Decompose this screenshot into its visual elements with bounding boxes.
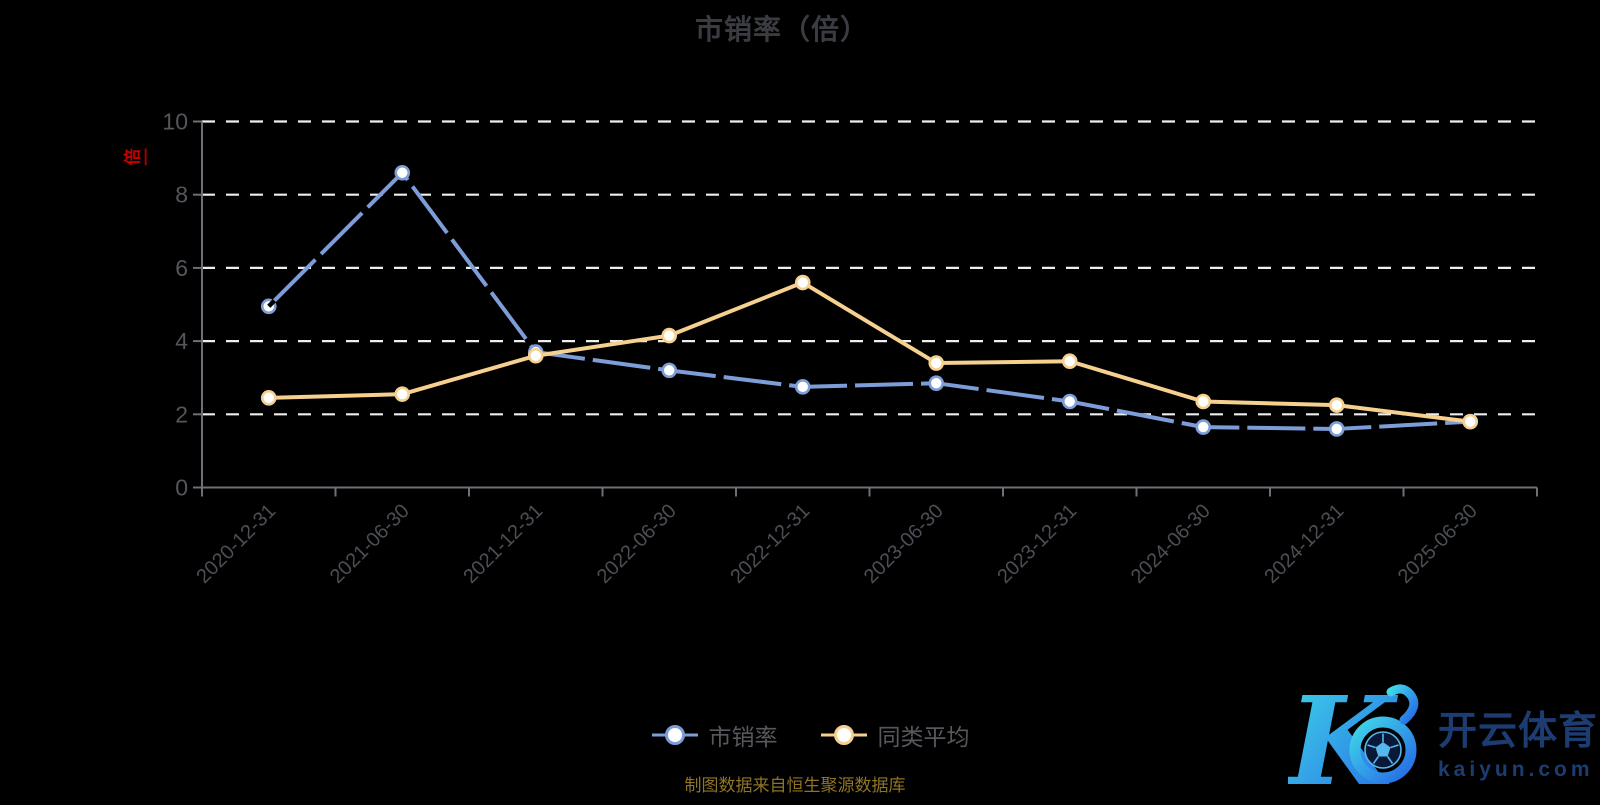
data-source-note: 制图数据来自恒生聚源数据库 (684, 776, 906, 795)
data-point-市销率-2022-06-30[interactable] (661, 362, 678, 379)
data-point-市销率-2024-12-31[interactable] (1328, 421, 1345, 437)
data-point-同类平均-2021-06-30[interactable] (394, 386, 411, 402)
logo-monogram-k: K (1285, 669, 1419, 805)
y-tick-label: 10 (162, 109, 188, 135)
series-line-dash-overlay (267, 169, 1471, 432)
chart-legend: 市销率 同类平均 (0, 718, 1600, 752)
x-axis-label: 2023-06-30 (860, 500, 948, 588)
data-point-同类平均-2023-12-31[interactable] (1061, 353, 1078, 370)
data-point-同类平均-2022-06-30[interactable] (661, 327, 678, 344)
logo-brand-cn: 开云体育 (1438, 710, 1598, 753)
legend-label-series2: 同类平均 (877, 724, 970, 750)
data-point-市销率-2021-06-30[interactable] (394, 164, 411, 181)
data-point-同类平均-2022-12-31[interactable] (794, 274, 811, 291)
soccer-ball-icon (1364, 731, 1402, 769)
series-line-同类平均 (266, 280, 1473, 424)
data-point-市销率-2024-06-30[interactable] (1195, 419, 1212, 435)
y-tick-label: 0 (175, 475, 188, 501)
x-axis-label: 2021-06-30 (326, 500, 414, 588)
data-point-同类平均-2024-06-30[interactable] (1195, 393, 1212, 410)
data-point-同类平均-2021-12-31[interactable] (527, 347, 544, 364)
x-axis-label: 2020-12-31 (192, 500, 280, 588)
x-axis-label: 2022-12-31 (726, 500, 814, 588)
x-axis-label: 2024-06-30 (1127, 500, 1215, 588)
line-marker-icon (820, 725, 867, 745)
data-point-市销率-2023-12-31[interactable] (1061, 393, 1078, 410)
data-point-同类平均-2020-12-31[interactable] (260, 390, 277, 406)
legend-label-series1: 市销率 (708, 724, 778, 750)
data-point-市销率-2022-12-31[interactable] (794, 379, 811, 395)
x-axis-label: 2025-06-30 (1394, 500, 1482, 588)
y-tick-label: 4 (175, 328, 188, 354)
chart-title: 市销率（倍） (694, 14, 869, 45)
x-axis-label: 2023-12-31 (993, 500, 1081, 588)
series-line-市销率 (266, 170, 1473, 431)
legend-item-series1[interactable]: 市销率 (651, 718, 778, 752)
legend-item-series2[interactable]: 同类平均 (820, 718, 970, 752)
y-tick-label: 6 (175, 255, 188, 281)
kaiyun-logo[interactable]: K 开云体育 kaiyun.com (1285, 668, 1600, 805)
x-axis-label: 2024-12-31 (1260, 500, 1348, 588)
y-tick-label: 8 (175, 182, 188, 208)
data-point-同类平均-2024-12-31[interactable] (1328, 397, 1345, 413)
data-point-同类平均-2025-06-30[interactable] (1462, 413, 1479, 430)
x-axis-label: 2022-06-30 (593, 500, 681, 588)
y-tick-label: 2 (175, 401, 188, 427)
x-axis-label: 2021-12-31 (459, 500, 547, 588)
line-marker-icon (651, 725, 698, 745)
logo-brand-domain: kaiyun.com (1438, 758, 1594, 781)
data-point-同类平均-2023-06-30[interactable] (928, 355, 945, 371)
data-point-市销率-2023-06-30[interactable] (928, 375, 945, 391)
